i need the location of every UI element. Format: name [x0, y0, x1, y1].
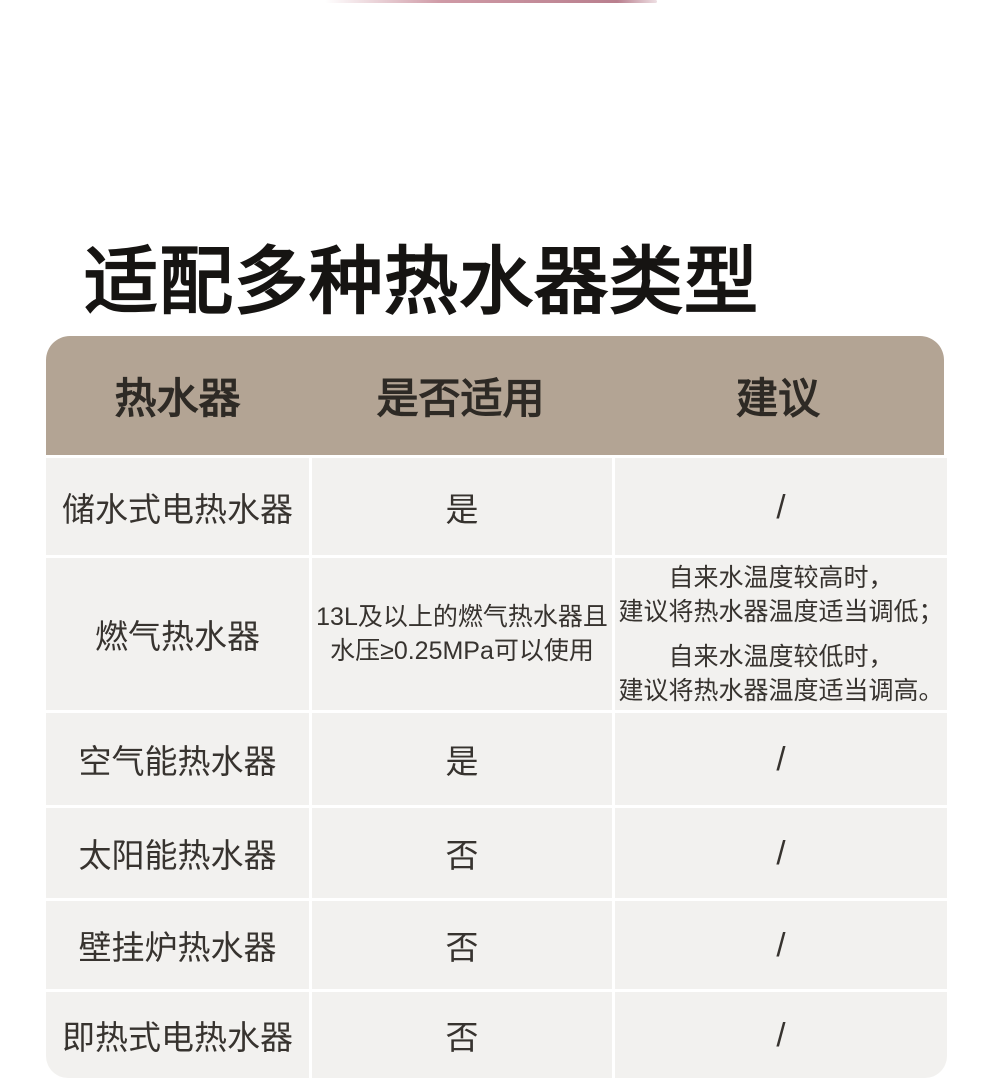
- table-body: 储水式电热水器是 / 燃气热水器 13L及以上的燃气热水器且 水压≥0.25MPa可以使…: [46, 458, 947, 1078]
- applicable-text-line: 是: [445, 490, 479, 528]
- applicable-cell: 否: [312, 992, 612, 1078]
- suggestion-text-line: /: [776, 834, 786, 871]
- suggestion-text-line: /: [776, 1016, 786, 1053]
- applicable-text-line: 否: [445, 929, 479, 966]
- applicable-text-line: 13L及以上的燃气热水器且: [316, 603, 608, 631]
- heater-name-cell: 空气能热水器: [46, 713, 309, 805]
- table-header-row: 热水器 是否适用 建议: [46, 336, 944, 455]
- suggestion-cell: /: [615, 992, 947, 1078]
- suggestion-paragraph: 自来水温度较低时， 建议将热水器温度适当调高。: [618, 640, 943, 708]
- suggestion-paragraph: /: [776, 926, 785, 964]
- applicable-cell: 否: [312, 808, 612, 898]
- page-title: 适配多种热水器类型: [84, 239, 759, 323]
- heater-compatibility-table: 热水器 是否适用 建议 储水式电热水器是 / 燃气热水器 13L及以上的燃气热水器且水…: [46, 336, 947, 1078]
- suggestion-cell: 自来水温度较高时， 建议将热水器温度适当调低； 自来水温度较低时， 建议将热水器温度适…: [615, 558, 947, 710]
- applicable-text-line: 是: [445, 743, 479, 780]
- suggestion-text-line: 建议将热水器温度适当调低；: [618, 597, 944, 626]
- suggestion-cell: /: [615, 713, 947, 805]
- applicable-cell: 13L及以上的燃气热水器且 水压≥0.25MPa可以使用: [312, 558, 612, 710]
- suggestion-text-line: 建议将热水器温度适当调高。: [618, 676, 944, 705]
- column-header-suggestion: 建议: [735, 375, 820, 422]
- suggestion-paragraph: /: [776, 488, 785, 526]
- applicable-cell: 否: [312, 901, 612, 989]
- suggestion-text-line: /: [776, 740, 786, 777]
- suggestion-paragraph: /: [776, 740, 785, 778]
- suggestion-text-line: /: [776, 487, 786, 525]
- suggestion-cell: /: [615, 901, 947, 989]
- applicable-text-line: 水压≥0.25MPa可以使用: [330, 637, 594, 665]
- applicable-text-line: 否: [445, 837, 479, 874]
- suggestion-paragraph: /: [776, 834, 785, 872]
- column-header-heater: 热水器: [114, 375, 241, 422]
- suggestion-paragraph: /: [776, 1016, 785, 1054]
- column-header-applicable: 是否适用: [376, 375, 545, 422]
- suggestion-text-line: 自来水温度较低时，: [668, 642, 894, 671]
- suggestion-paragraph: 自来水温度较高时， 建议将热水器温度适当调低；: [618, 561, 943, 629]
- suggestion-text-line: /: [776, 926, 786, 963]
- heater-name-cell: 太阳能热水器: [46, 808, 309, 898]
- heater-name: 即热式电热水器: [62, 1019, 293, 1056]
- applicable-text-line: 否: [445, 1019, 479, 1056]
- heater-name-cell: 储水式电热水器: [46, 458, 309, 555]
- suggestion-cell: /: [615, 458, 947, 555]
- suggestion-text-line: 自来水温度较高时，: [668, 563, 894, 592]
- heater-name: 空气能热水器: [78, 743, 277, 780]
- heater-name: 太阳能热水器: [78, 837, 277, 874]
- heater-name: 燃气热水器: [95, 618, 260, 655]
- heater-name: 储水式电热水器: [62, 490, 293, 528]
- suggestion-cell: /: [615, 808, 947, 898]
- heater-name-cell: 即热式电热水器: [46, 992, 309, 1078]
- heater-name-cell: 燃气热水器: [46, 558, 309, 710]
- heater-name-cell: 壁挂炉热水器: [46, 901, 309, 989]
- heater-name: 壁挂炉热水器: [78, 929, 277, 966]
- cropped-red-banner-edge: [325, 0, 657, 3]
- applicable-cell: 是: [312, 713, 612, 805]
- applicable-cell: 是: [312, 458, 612, 555]
